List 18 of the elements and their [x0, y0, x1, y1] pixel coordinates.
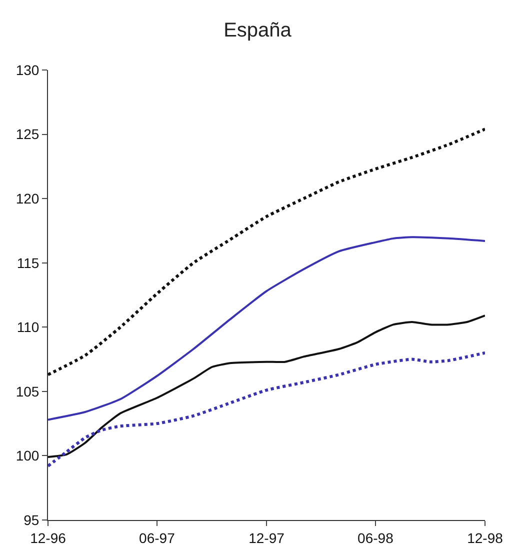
y-tick-label: 95	[24, 512, 40, 528]
line-series	[48, 314, 485, 458]
x-tick-label: 12-97	[248, 530, 285, 546]
y-tick-label: 125	[16, 126, 40, 142]
y-tick-label: 115	[16, 254, 40, 271]
y-tick-label: 105	[16, 383, 40, 400]
chart-title: España	[224, 19, 292, 42]
y-tick-label: 120	[16, 190, 40, 206]
line-series	[48, 128, 485, 376]
x-tick-label: 12-98	[467, 530, 504, 546]
x-tick-label: 12-96	[30, 530, 66, 546]
y-tick-label: 100	[16, 448, 40, 464]
line-series	[48, 351, 485, 468]
x-tick-label: 06-97	[139, 530, 176, 546]
y-tick-label: 130	[16, 62, 40, 78]
y-tick-label: 110	[16, 319, 40, 336]
line-series	[48, 236, 485, 421]
x-tick-label: 06-98	[358, 530, 394, 546]
